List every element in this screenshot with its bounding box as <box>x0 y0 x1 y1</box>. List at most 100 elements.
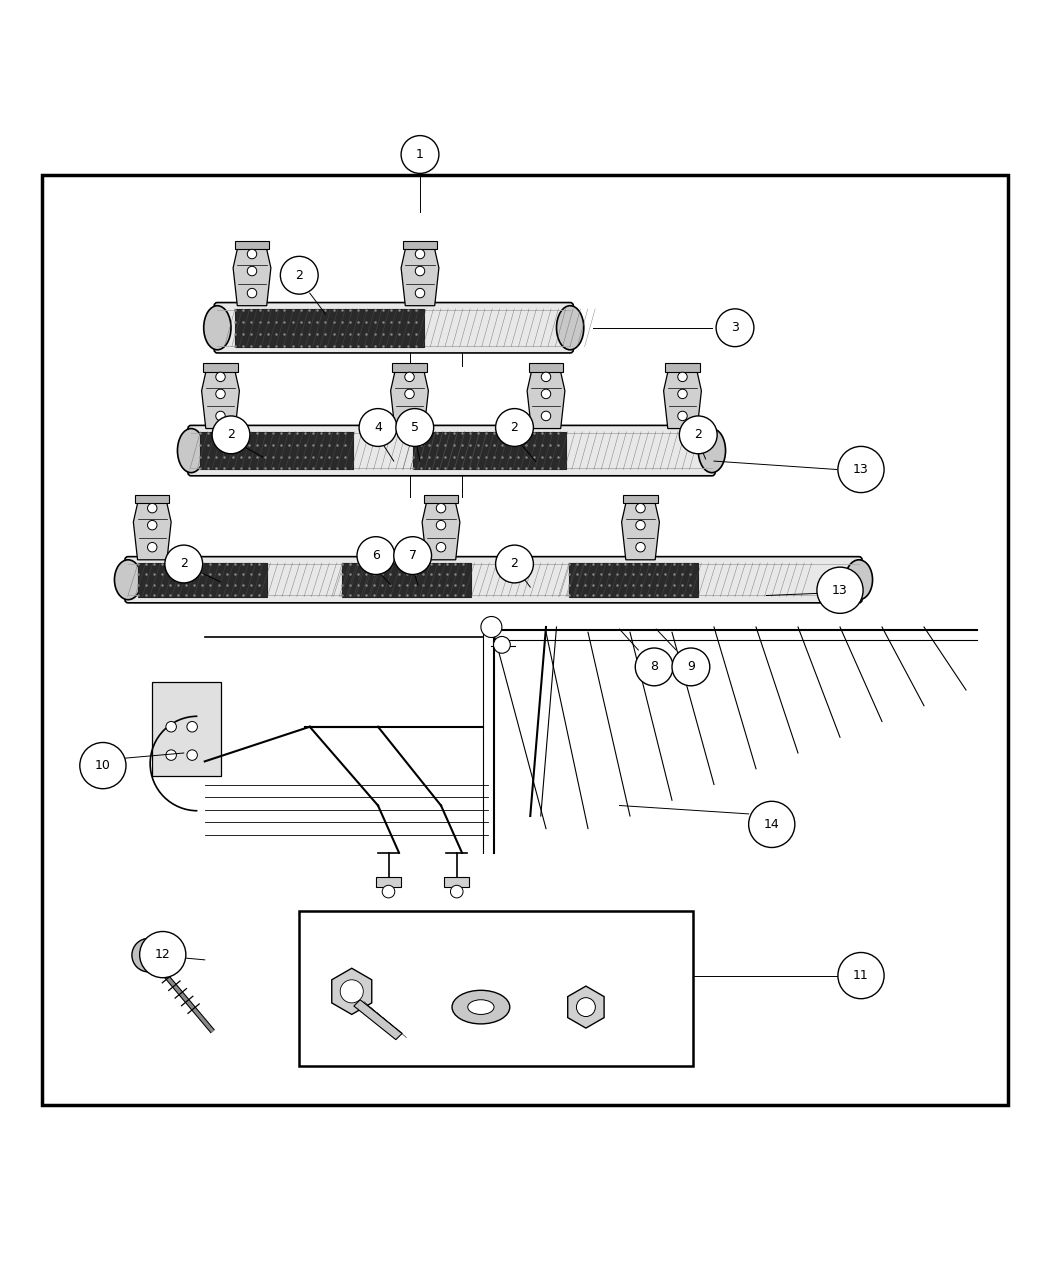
Bar <box>135 495 169 504</box>
Circle shape <box>635 648 673 686</box>
Circle shape <box>187 722 197 732</box>
Bar <box>393 363 426 372</box>
Circle shape <box>542 372 550 381</box>
Circle shape <box>542 389 550 399</box>
Bar <box>624 495 657 504</box>
Circle shape <box>450 885 463 898</box>
Text: 5: 5 <box>411 421 419 434</box>
Ellipse shape <box>453 991 510 1024</box>
Circle shape <box>141 947 158 964</box>
Bar <box>201 432 353 469</box>
Text: 13: 13 <box>853 463 869 476</box>
Bar <box>666 363 699 372</box>
Text: 8: 8 <box>650 660 658 673</box>
Polygon shape <box>401 242 439 306</box>
Polygon shape <box>568 986 604 1028</box>
Circle shape <box>216 372 225 381</box>
Polygon shape <box>233 242 271 306</box>
Circle shape <box>216 389 225 399</box>
Polygon shape <box>202 366 239 428</box>
Circle shape <box>677 412 687 421</box>
Text: 12: 12 <box>155 949 170 961</box>
Text: 2: 2 <box>295 269 303 282</box>
Text: 2: 2 <box>694 428 702 441</box>
Bar <box>235 309 424 347</box>
Bar <box>299 910 693 1066</box>
Circle shape <box>165 546 203 583</box>
Circle shape <box>147 520 157 530</box>
Circle shape <box>401 135 439 173</box>
Circle shape <box>212 416 250 454</box>
Circle shape <box>404 412 414 421</box>
Circle shape <box>437 504 446 513</box>
Text: 6: 6 <box>372 550 380 562</box>
Circle shape <box>394 537 432 575</box>
Circle shape <box>216 412 225 421</box>
Text: 10: 10 <box>94 759 111 773</box>
Text: 11: 11 <box>853 969 869 982</box>
Ellipse shape <box>845 560 873 599</box>
Polygon shape <box>391 366 428 428</box>
Circle shape <box>749 801 795 848</box>
Circle shape <box>542 412 550 421</box>
Ellipse shape <box>114 560 142 599</box>
Ellipse shape <box>556 306 584 349</box>
Circle shape <box>672 648 710 686</box>
Circle shape <box>437 520 446 530</box>
Bar <box>403 241 437 249</box>
Circle shape <box>415 266 424 275</box>
Circle shape <box>80 742 126 789</box>
Text: 1: 1 <box>416 148 424 161</box>
FancyBboxPatch shape <box>125 557 862 603</box>
Polygon shape <box>527 366 565 428</box>
Circle shape <box>382 885 395 898</box>
Circle shape <box>248 250 257 259</box>
Text: 2: 2 <box>510 557 519 570</box>
Bar <box>139 564 267 597</box>
Circle shape <box>140 932 186 978</box>
Circle shape <box>677 372 687 381</box>
Circle shape <box>838 446 884 492</box>
Circle shape <box>359 408 397 446</box>
Text: 2: 2 <box>180 557 188 570</box>
Circle shape <box>635 504 645 513</box>
Bar <box>152 682 220 776</box>
Bar <box>235 241 269 249</box>
Text: 13: 13 <box>832 584 848 597</box>
Circle shape <box>494 636 510 653</box>
Circle shape <box>396 408 434 446</box>
Circle shape <box>838 952 884 998</box>
Polygon shape <box>422 497 460 560</box>
Circle shape <box>404 389 414 399</box>
Ellipse shape <box>204 306 231 349</box>
Circle shape <box>496 546 533 583</box>
Circle shape <box>679 416 717 454</box>
Bar <box>376 877 401 887</box>
Text: 4: 4 <box>374 421 382 434</box>
Bar <box>444 877 469 887</box>
Circle shape <box>404 372 414 381</box>
Circle shape <box>481 617 502 638</box>
Text: 14: 14 <box>764 817 779 831</box>
Ellipse shape <box>177 428 205 473</box>
Text: 2: 2 <box>227 428 235 441</box>
Circle shape <box>248 288 257 298</box>
Circle shape <box>166 722 176 732</box>
Polygon shape <box>354 1000 402 1039</box>
Circle shape <box>635 520 645 530</box>
Bar <box>414 432 566 469</box>
Circle shape <box>132 938 166 972</box>
Bar <box>569 564 697 597</box>
Circle shape <box>817 567 863 613</box>
Circle shape <box>635 542 645 552</box>
Circle shape <box>437 542 446 552</box>
Circle shape <box>248 266 257 275</box>
Polygon shape <box>332 968 372 1015</box>
Circle shape <box>576 997 595 1016</box>
Circle shape <box>166 750 176 760</box>
Circle shape <box>415 288 424 298</box>
Circle shape <box>357 537 395 575</box>
Circle shape <box>147 542 157 552</box>
Circle shape <box>496 408 533 446</box>
Circle shape <box>415 250 424 259</box>
